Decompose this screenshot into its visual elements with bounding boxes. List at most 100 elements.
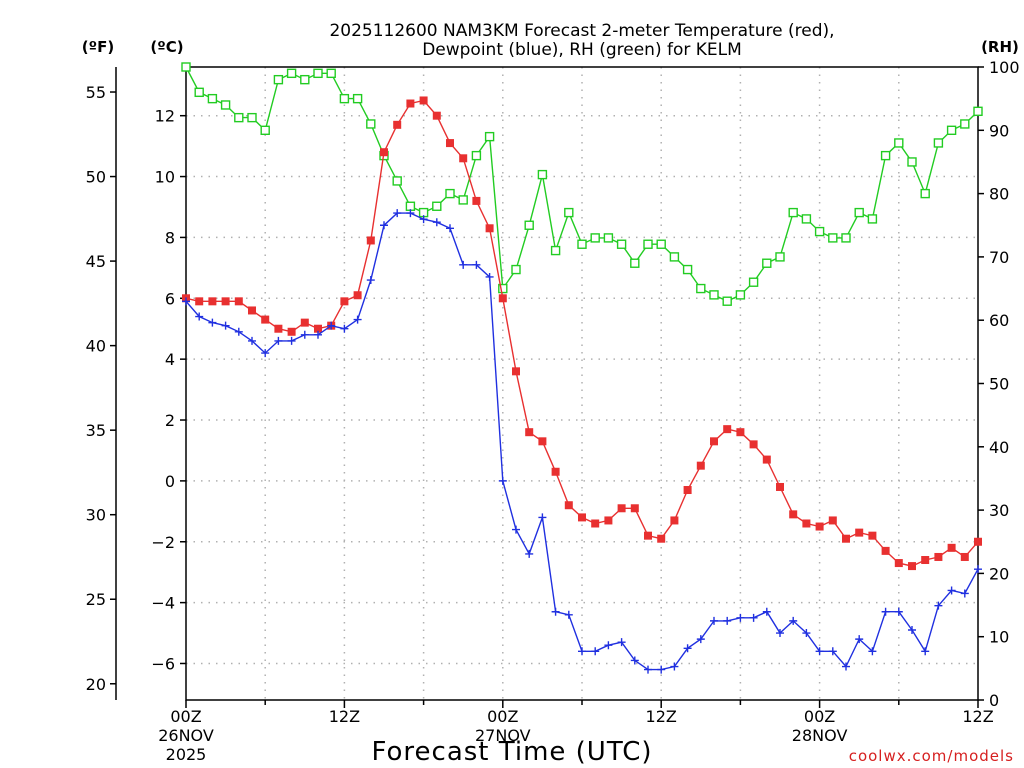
temperature-point <box>617 504 626 513</box>
temperature-point <box>736 428 745 437</box>
x-axis-title: Forecast Time (UTC) <box>371 737 652 767</box>
dewpoint-point <box>459 260 468 269</box>
dewpoint-point <box>432 218 441 227</box>
rh-tick-label: 10 <box>989 628 1009 647</box>
rh-point <box>564 207 574 218</box>
dewpoint-point <box>696 635 705 644</box>
temperature-point <box>974 537 982 546</box>
dewpoint-point <box>591 647 600 656</box>
dewpoint-point <box>604 641 613 650</box>
rh-point <box>960 119 970 129</box>
rh-unit-label: (RH) <box>981 38 1019 56</box>
rh-point <box>973 106 983 117</box>
fahrenheit-axis: 55 50 45 40 35 30 25 20 <box>86 83 116 694</box>
dewpoint-point <box>960 589 969 598</box>
dewpoint-point <box>353 315 362 324</box>
date-tick-label: 28NOV <box>792 726 848 745</box>
dewpoint-point <box>221 321 230 330</box>
gridlines <box>186 67 978 700</box>
temperature-point <box>591 519 600 528</box>
rh-tick-label: 70 <box>989 248 1009 267</box>
time-tick-label: 12Z <box>329 707 360 726</box>
rh-point <box>260 125 270 136</box>
dewpoint-point <box>802 629 811 638</box>
dewpoint-point <box>472 260 481 269</box>
dewpoint-point <box>498 476 507 485</box>
dewpoint-point <box>578 647 586 656</box>
temperature-point <box>842 534 850 543</box>
rh-tick-label: 80 <box>989 185 1009 204</box>
dewpoint-point <box>644 665 652 674</box>
dewpoint-point <box>776 629 784 638</box>
rh-point <box>247 112 257 123</box>
rh-point <box>682 264 693 275</box>
dewpoint-point <box>894 607 903 616</box>
dewpoint-point <box>842 662 850 671</box>
temperature-point <box>749 440 758 449</box>
rh-point <box>313 68 323 79</box>
celsius-tick-label: 6 <box>165 289 175 308</box>
year-tick-label: 2025 <box>166 745 207 764</box>
celsius-tick-label: 10 <box>155 168 175 187</box>
series-rh <box>181 62 983 306</box>
temperature-point <box>776 482 784 491</box>
celsius-unit-label: (ºC) <box>150 38 183 56</box>
temperature-point <box>644 531 652 540</box>
fahrenheit-tick-label: 40 <box>86 337 106 356</box>
temperature-point <box>960 552 969 561</box>
series-temperature <box>182 96 982 571</box>
dewpoint-point <box>564 610 573 619</box>
temperature-point <box>657 534 666 543</box>
rh-point <box>630 258 640 268</box>
fahrenheit-tick-label: 20 <box>86 675 106 694</box>
rh-point <box>643 239 653 249</box>
celsius-tick-label: 4 <box>165 350 175 369</box>
chart-title-line1: 2025112600 NAM3KM Forecast 2-meter Tempe… <box>329 21 834 41</box>
dewpoint-point <box>327 321 336 330</box>
dewpoint-point <box>657 665 666 674</box>
rh-point <box>946 125 957 136</box>
rh-point <box>405 201 416 211</box>
rh-point <box>841 233 851 243</box>
temperature-point <box>419 96 428 105</box>
dewpoint-point <box>512 525 520 534</box>
dewpoint-point <box>446 224 454 233</box>
rh-tick-label: 30 <box>989 501 1009 520</box>
celsius-tick-label: 0 <box>165 472 175 491</box>
temperature-point <box>815 522 824 531</box>
temperature-point <box>670 516 679 525</box>
date-tick-label: 27NOV <box>475 726 531 745</box>
rh-point <box>656 239 666 249</box>
rh-point <box>894 138 904 148</box>
dewpoint-point <box>723 616 732 625</box>
rh-point <box>326 68 336 79</box>
temperature-point <box>802 519 811 528</box>
rh-point <box>696 283 706 294</box>
dewpoint-point <box>406 209 415 218</box>
series-dewpoint <box>182 209 982 674</box>
dewpoint-point <box>274 336 283 345</box>
temperature-point <box>353 291 362 300</box>
rh-point <box>445 188 455 199</box>
dewpoint-point <box>881 607 890 616</box>
dewpoint-point <box>710 616 718 625</box>
rh-point <box>458 195 468 205</box>
rh-point <box>524 220 534 230</box>
time-tick-label: 00Z <box>170 707 201 726</box>
dewpoint-point <box>314 330 322 339</box>
temperature-point <box>261 315 270 324</box>
dewpoint-point <box>617 638 626 647</box>
temperature-point <box>525 428 534 437</box>
temperature-point <box>406 99 415 108</box>
rh-point <box>577 239 587 249</box>
dewpoint-point <box>815 647 824 656</box>
dewpoint-point <box>234 327 243 336</box>
temperature-point <box>287 327 296 336</box>
dewpoint-point <box>208 318 217 327</box>
time-tick-label: 00Z <box>487 707 518 726</box>
fahrenheit-tick-label: 30 <box>86 506 106 525</box>
chart-title-line2: Dewpoint (blue), RH (green) for KELM <box>422 40 742 60</box>
temperature-point <box>221 297 230 306</box>
